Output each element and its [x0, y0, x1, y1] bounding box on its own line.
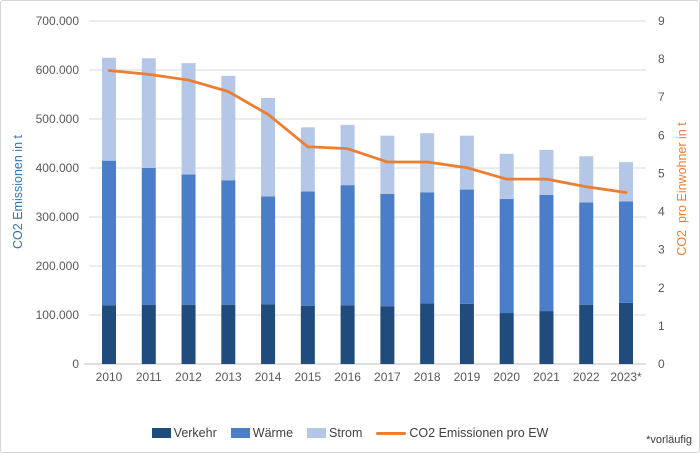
right-axis-tick-label: 6: [658, 128, 665, 142]
x-axis-category-label: 2022: [573, 370, 600, 384]
bar-segment-strom: [499, 153, 514, 199]
waerme-swatch-icon: [230, 428, 250, 438]
chart-canvas: 0 100.000 200.000 300.000 400.000 500.000 600.…: [36, 14, 665, 384]
left-axis-tick-label: 200.000: [36, 259, 80, 273]
x-axis-category-label: 2011: [136, 370, 162, 384]
verkehr-swatch-icon: [151, 428, 171, 438]
bar-segment-strom: [181, 63, 196, 175]
bar-segment-waerme: [380, 193, 395, 307]
x-axis-category-label: 2020: [493, 370, 520, 384]
bar-segment-verkehr: [261, 304, 276, 364]
bar-segment-strom: [380, 135, 395, 194]
bar-segment-waerme: [420, 192, 435, 304]
bar-segment-strom: [300, 127, 315, 192]
right-axis-tick-label: 5: [658, 166, 665, 180]
bar-segment-verkehr: [102, 305, 116, 364]
right-axis-tick-label: 9: [658, 14, 665, 28]
bar-segment-verkehr: [181, 304, 196, 364]
bar-segment-strom: [459, 135, 474, 190]
bar-segment-waerme: [181, 174, 196, 305]
bar-segment-verkehr: [300, 305, 315, 364]
right-axis-tick-label: 3: [658, 243, 665, 257]
legend-item-verkehr: Verkehr: [151, 426, 217, 440]
bar-segment-verkehr: [459, 303, 474, 364]
right-axis-tick-label: 4: [658, 205, 665, 219]
x-axis-category-label: 2018: [414, 370, 441, 384]
legend-item-waerme: Wärme: [230, 426, 294, 440]
bar-segment-verkehr: [141, 304, 156, 364]
bar-segment-strom: [261, 97, 276, 197]
bar-segment-strom: [221, 75, 236, 181]
legend-label-co2-pro-ew: CO2 Emissionen pro EW: [409, 426, 549, 440]
left-axis-tick-label: 500.000: [36, 112, 80, 126]
left-axis-tick-label: 100.000: [36, 308, 80, 322]
line-swatch-icon: [376, 431, 407, 435]
bar-segment-waerme: [539, 194, 554, 312]
bar-segment-strom: [102, 57, 116, 161]
x-axis-category-label: 2012: [175, 370, 202, 384]
x-axis-category-label: 2023*: [610, 370, 642, 384]
left-axis-tick-label: 600.000: [36, 63, 80, 77]
x-axis-category-label: 2015: [294, 370, 321, 384]
left-axis-tick-label: 700.000: [36, 14, 80, 28]
legend-item-co2-pro-ew: CO2 Emissionen pro EW: [376, 426, 548, 440]
bar-segment-waerme: [102, 160, 116, 306]
bar-segment-strom: [579, 156, 594, 203]
bar-segment-waerme: [499, 198, 514, 314]
bar-segment-waerme: [261, 196, 276, 305]
bar-segment-verkehr: [539, 311, 554, 364]
bar-segment-waerme: [619, 201, 633, 303]
bar-segment-waerme: [579, 202, 594, 305]
bar-segment-strom: [539, 149, 554, 195]
legend-label-strom: Strom: [329, 426, 363, 440]
right-axis-title: CO2 pro Einwohner in t: [675, 122, 689, 256]
bar-segment-waerme: [141, 168, 156, 305]
bar-segment-verkehr: [340, 305, 355, 364]
x-axis-category-label: 2019: [454, 370, 481, 384]
legend: Verkehr Wärme Strom CO2 Emissionen pro E…: [1, 424, 699, 442]
bar-segment-waerme: [300, 191, 315, 306]
left-axis-tick-label: 400.000: [36, 161, 80, 175]
legend-label-waerme: Wärme: [252, 426, 294, 440]
x-axis-category-label: 2021: [533, 370, 560, 384]
bar-segment-verkehr: [499, 313, 514, 364]
x-axis-category-label: 2013: [215, 370, 242, 384]
right-axis-tick-label: 1: [658, 319, 665, 333]
bar-segment-verkehr: [619, 302, 633, 364]
trend-line: [107, 69, 628, 194]
x-axis-category-label: 2016: [334, 370, 361, 384]
right-axis-tick-label: 8: [658, 52, 665, 66]
right-axis-tick-label: 0: [658, 357, 665, 371]
bar-segment-verkehr: [420, 303, 435, 364]
bar-segment-waerme: [459, 189, 474, 304]
right-axis-tick-label: 7: [658, 90, 665, 104]
legend-item-strom: Strom: [307, 426, 362, 440]
footnote-vorlaeufig: *vorläufig: [646, 434, 692, 446]
left-axis-tick-label: 300.000: [36, 210, 80, 224]
x-axis-category-label: 2017: [374, 370, 401, 384]
x-axis-category-label: 2014: [255, 370, 282, 384]
left-axis-tick-label: 0: [72, 357, 79, 371]
bar-segment-verkehr: [380, 306, 395, 364]
bar-segment-waerme: [340, 185, 355, 306]
bar-segment-verkehr: [221, 304, 236, 364]
right-axis-tick-label: 2: [658, 281, 665, 295]
left-axis-title: CO2 Emissionen in t: [11, 135, 25, 249]
bar-segment-verkehr: [579, 304, 594, 364]
legend-label-verkehr: Verkehr: [173, 426, 217, 440]
x-axis-category-label: 2010: [96, 370, 123, 384]
bar-segment-strom: [619, 162, 633, 202]
bar-segment-strom: [141, 58, 156, 168]
bar-segment-strom: [340, 124, 355, 186]
bar-segment-waerme: [221, 180, 236, 305]
strom-swatch-icon: [307, 428, 327, 438]
